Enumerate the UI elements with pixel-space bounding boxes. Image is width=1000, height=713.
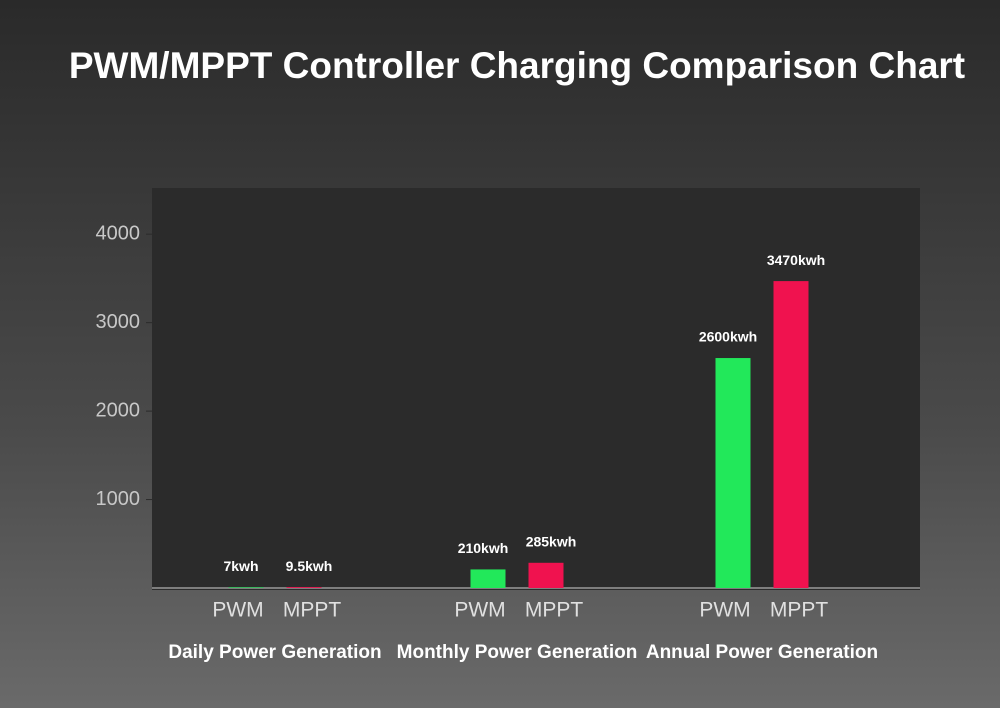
x-group-label: Monthly Power Generation — [397, 642, 638, 663]
bar — [528, 562, 564, 588]
chart-title: PWM/MPPT Controller Charging Comparison … — [69, 45, 965, 86]
x-tick-label: PWM — [212, 599, 263, 622]
bar — [228, 587, 264, 588]
x-tick-label: MPPT — [283, 599, 342, 622]
x-group-label: Annual Power Generation — [646, 642, 878, 663]
x-tick-label: MPPT — [770, 599, 829, 622]
x-tick-label: PWM — [699, 599, 750, 622]
y-tick-label: 3000 — [96, 311, 141, 333]
y-tick-label: 2000 — [96, 399, 141, 421]
x-tick-label: MPPT — [525, 599, 584, 622]
y-tick-label: 1000 — [96, 488, 141, 510]
bar — [470, 569, 506, 588]
value-label: 9.5kwh — [286, 558, 333, 574]
x-group-label: Daily Power Generation — [168, 642, 381, 663]
value-label: 7kwh — [223, 558, 258, 574]
y-tick-label: 4000 — [96, 223, 141, 245]
bar — [286, 587, 322, 588]
value-label: 2600kwh — [699, 329, 757, 345]
value-label: 3470kwh — [767, 252, 825, 268]
x-tick-label: PWM — [454, 599, 505, 622]
bar — [715, 358, 751, 588]
value-label: 210kwh — [458, 540, 509, 556]
value-label: 285kwh — [526, 533, 577, 549]
bar — [773, 281, 809, 588]
